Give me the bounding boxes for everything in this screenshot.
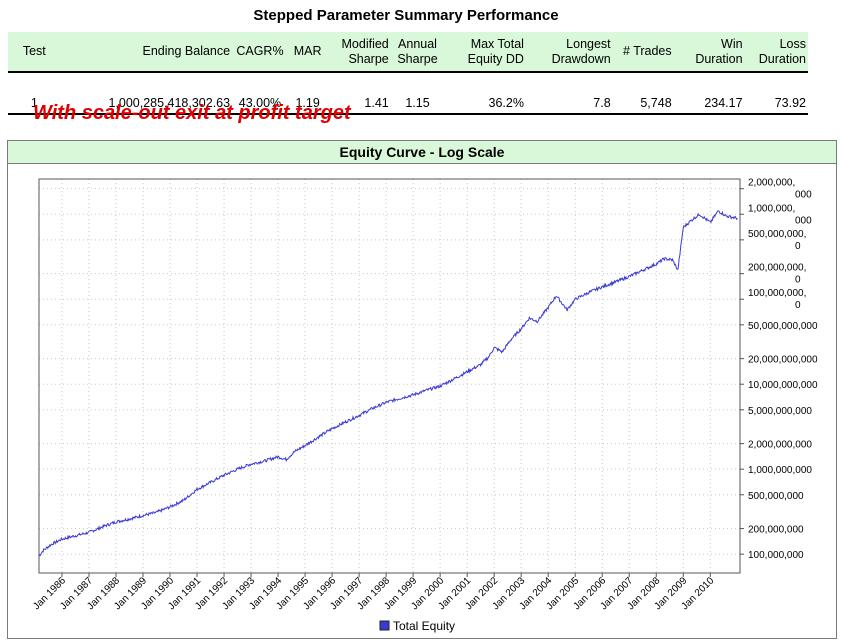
table-cell: 36.2% xyxy=(444,93,526,115)
col-header: # Trades xyxy=(612,32,674,72)
y-tick-label: 200,000,000 xyxy=(748,525,804,536)
legend: Total Equity xyxy=(379,619,455,633)
table-cell: 43.00% xyxy=(232,93,288,115)
col-header: Ending Balance xyxy=(60,32,233,72)
col-header: Annual Sharpe xyxy=(390,32,445,72)
col-header-text: Duration xyxy=(695,51,743,66)
col-header-text: MAR xyxy=(293,44,322,58)
table-cell: 73.92 xyxy=(744,93,808,115)
col-header-text: Loss xyxy=(779,36,806,51)
col-header: CAGR% xyxy=(232,32,288,72)
table-cell: 7.8 xyxy=(525,93,613,115)
legend-label: Total Equity xyxy=(393,619,455,633)
col-header: Longest Drawdown xyxy=(525,32,613,72)
col-header: Max Total Equity DD xyxy=(444,32,526,72)
table-cell: 5,748 xyxy=(612,93,674,115)
col-header-text: Equity DD xyxy=(467,51,524,66)
col-header: Test xyxy=(8,32,61,72)
col-header-text: Sharpe xyxy=(348,51,389,66)
table-cell: 1.41 xyxy=(327,93,391,115)
y-tick-label: 1,000,000,000 xyxy=(748,203,812,226)
table-cell: 1 xyxy=(8,93,61,115)
table-row: 1 1,000,285,418,302.63 43.00% 1.19 1.41 … xyxy=(8,93,808,115)
col-header-text: Max Total xyxy=(470,36,524,51)
table-cell: 1.15 xyxy=(390,93,445,115)
summary-table: Test Ending Balance CAGR% MAR Modified Sh… xyxy=(8,32,808,115)
legend-swatch xyxy=(379,620,390,631)
y-tick-label: 500,000,000, 0 xyxy=(748,229,806,252)
y-tick-label: 1,000,000,000 xyxy=(748,465,812,476)
y-tick-label: 100,000,000, 0 xyxy=(748,288,806,311)
y-tick-label: 10,000,000,000 xyxy=(748,380,818,391)
col-header: Modified Sharpe xyxy=(327,32,391,72)
col-header-text: Modified xyxy=(341,36,389,51)
table-cell: 234.17 xyxy=(673,93,745,115)
col-header-text: CAGR% xyxy=(236,44,284,58)
table-separator xyxy=(8,71,808,93)
y-tick-label: 500,000,000 xyxy=(748,491,804,502)
y-tick-label: 100,000,000 xyxy=(748,550,804,561)
table-cell: 1,000,285,418,302.63 xyxy=(60,93,233,115)
y-tick-label: 20,000,000,000 xyxy=(748,355,818,366)
col-header-text: Sharpe xyxy=(397,51,438,66)
y-tick-label: 200,000,000, 0 xyxy=(748,263,806,286)
y-tick-label: 50,000,000,000 xyxy=(748,321,818,332)
y-tick-label: 5,000,000,000 xyxy=(748,406,812,417)
col-header-text: Ending Balance xyxy=(142,44,231,58)
col-header-text: Drawdown xyxy=(551,51,611,66)
chart-title: Equity Curve - Log Scale xyxy=(8,141,836,164)
col-header: Loss Duration xyxy=(744,32,808,72)
table-cell: 1.19 xyxy=(287,93,328,115)
col-header-text: Test xyxy=(22,44,46,58)
col-header: MAR xyxy=(287,32,328,72)
col-header-text: Win xyxy=(721,36,743,51)
series-line-total-equity xyxy=(38,210,738,557)
annotation-text: With scale-out exit at profit target xyxy=(33,102,351,124)
summary-title: Stepped Parameter Summary Performance xyxy=(253,7,559,24)
col-header-text: Annual xyxy=(398,36,437,51)
col-header-text: Duration xyxy=(758,51,806,66)
plot-frame xyxy=(38,178,741,574)
equity-chart-panel: Equity Curve - Log Scale Jan 1986 Jan 198… xyxy=(7,140,837,639)
col-header-text: # Trades xyxy=(623,44,672,58)
y-tick-label: 2,000,000,000 xyxy=(748,440,812,451)
y-tick-label: 2,000,000,000 xyxy=(748,178,812,201)
col-header-text: Longest xyxy=(566,36,611,51)
summary-header-row: Test Ending Balance CAGR% MAR Modified Sh… xyxy=(8,32,808,72)
col-header: Win Duration xyxy=(673,32,745,72)
